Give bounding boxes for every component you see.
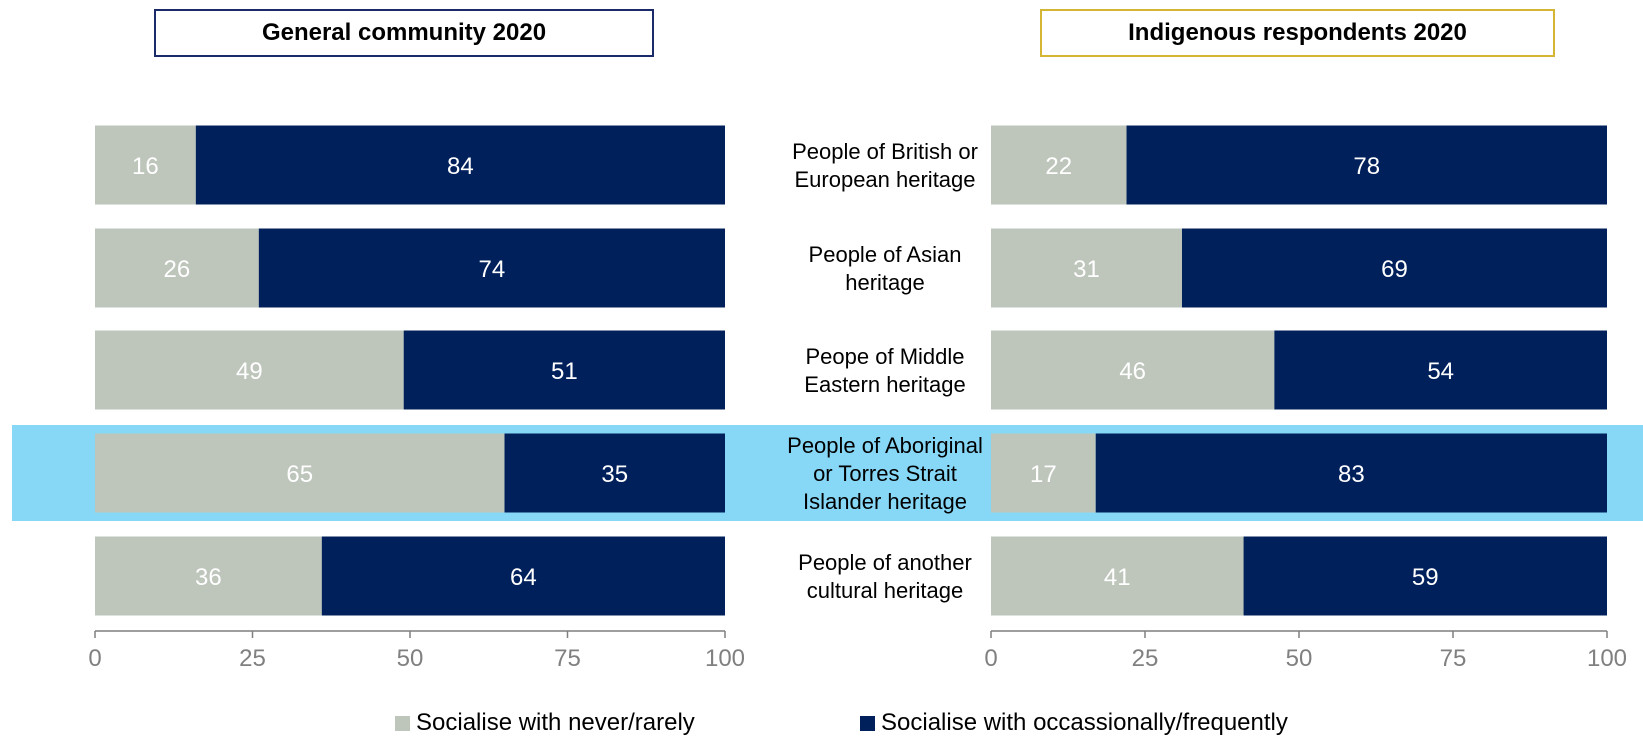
data-label-p0-c4-s1: 64 — [510, 564, 537, 591]
data-label-p0-c4-s0: 36 — [195, 564, 222, 591]
x-tick-label-p0-4: 100 — [705, 645, 745, 672]
data-label-p1-c3-s1: 83 — [1338, 461, 1365, 488]
data-label-p0-c3-s0: 65 — [286, 461, 313, 488]
bar-p0-c4-s0 — [95, 536, 322, 616]
data-label-p1-c2-s0: 46 — [1119, 358, 1146, 385]
bar-p1-c3-s1 — [1095, 433, 1607, 513]
category-label-4-line-0: People of another — [798, 550, 972, 575]
data-label-p0-c2-s1: 51 — [551, 358, 578, 385]
data-label-p0-c1-s0: 26 — [164, 256, 191, 283]
data-label-p0-c0-s0: 16 — [132, 153, 159, 180]
category-label-2-line-1: Eastern heritage — [804, 372, 965, 397]
bar-p0-c3-s1 — [504, 433, 725, 513]
bar-p0-c2-s1 — [403, 330, 725, 410]
category-label-1-line-0: People of Asian — [809, 242, 962, 267]
x-tick-label-p0-2: 50 — [397, 645, 424, 672]
bar-p1-c0-s0 — [991, 125, 1127, 205]
bar-p0-c0-s1 — [195, 125, 726, 205]
category-label-2-line-0: Peope of Middle — [806, 344, 965, 369]
x-tick-label-p0-0: 0 — [88, 645, 101, 672]
data-label-p1-c0-s0: 22 — [1045, 153, 1072, 180]
x-tick-label-p1-2: 50 — [1286, 645, 1313, 672]
data-label-p1-c1-s0: 31 — [1073, 256, 1100, 283]
data-label-p1-c1-s1: 69 — [1381, 256, 1408, 283]
bar-p0-c0-s0 — [95, 125, 196, 205]
bar-p1-c1-s1 — [1181, 228, 1607, 308]
x-tick-label-p1-1: 25 — [1132, 645, 1159, 672]
data-label-p1-c2-s1: 54 — [1427, 358, 1454, 385]
data-label-p1-c0-s1: 78 — [1353, 153, 1380, 180]
legend-label-occasionally-frequently: Socialise with occassionally/frequently — [881, 709, 1288, 736]
data-label-p1-c4-s1: 59 — [1412, 564, 1439, 591]
left-panel-title: General community 2020 — [154, 9, 654, 57]
category-label-0-line-0: People of British or — [792, 139, 978, 164]
bar-p0-c4-s1 — [321, 536, 725, 616]
x-tick-label-p0-1: 25 — [239, 645, 266, 672]
bar-p1-c0-s1 — [1126, 125, 1607, 205]
category-label-4-line-1: cultural heritage — [807, 578, 964, 603]
bar-p1-c1-s0 — [991, 228, 1182, 308]
legend-swatch-occasionally-frequently — [860, 715, 875, 731]
data-label-p0-c1-s1: 74 — [479, 256, 506, 283]
data-label-p1-c3-s0: 17 — [1030, 461, 1057, 488]
legend-label-never-rarely: Socialise with never/rarely — [416, 709, 695, 736]
bar-p1-c2-s0 — [991, 330, 1275, 410]
bar-p1-c2-s1 — [1274, 330, 1607, 410]
bar-p1-c4-s1 — [1243, 536, 1607, 616]
legend-item-never-rarely: Socialise with never/rarely — [395, 708, 695, 738]
category-label-3-line-2: Islander heritage — [803, 489, 967, 514]
bar-p0-c1-s1 — [258, 228, 725, 308]
legend-item-occasionally-frequently: Socialise with occassionally/frequently — [860, 708, 1288, 738]
bar-p0-c1-s0 — [95, 228, 259, 308]
category-label-0-line-1: European heritage — [794, 167, 975, 192]
right-panel-title: Indigenous respondents 2020 — [1040, 9, 1555, 57]
x-tick-label-p1-0: 0 — [984, 645, 997, 672]
bar-p0-c2-s0 — [95, 330, 404, 410]
data-label-p0-c3-s1: 35 — [601, 461, 628, 488]
bar-p1-c4-s0 — [991, 536, 1244, 616]
category-label-1-line-1: heritage — [845, 270, 925, 295]
data-label-p0-c2-s0: 49 — [236, 358, 263, 385]
bar-p1-c3-s0 — [991, 433, 1096, 513]
data-label-p0-c0-s1: 84 — [447, 153, 474, 180]
legend-swatch-never-rarely — [395, 715, 410, 731]
x-tick-label-p0-3: 75 — [554, 645, 581, 672]
data-label-p1-c4-s0: 41 — [1104, 564, 1131, 591]
x-tick-label-p1-3: 75 — [1440, 645, 1467, 672]
x-tick-label-p1-4: 100 — [1587, 645, 1627, 672]
bar-p0-c3-s0 — [95, 433, 505, 513]
category-label-3-line-0: People of Aboriginal — [787, 433, 983, 458]
category-label-3-line-1: or Torres Strait — [813, 461, 957, 486]
